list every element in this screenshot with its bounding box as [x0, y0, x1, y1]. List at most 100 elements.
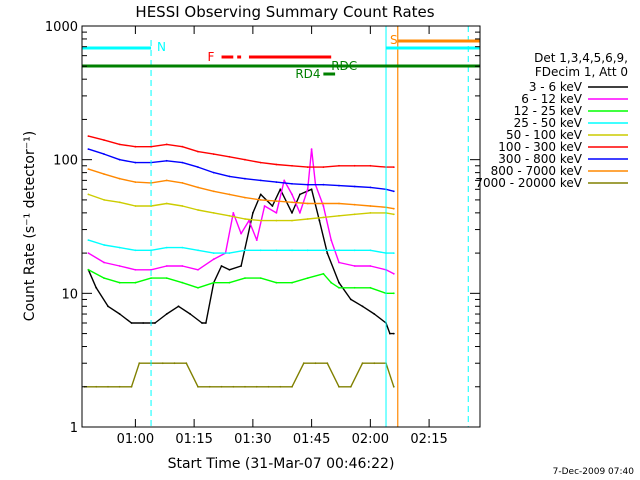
data-point-s2-9 [212, 258, 215, 261]
data-point-s5-14 [291, 219, 293, 222]
data-point-s9-17 [267, 385, 270, 388]
data-point-s9-19 [291, 385, 293, 388]
y-axis-label: Count Rate (s⁻¹ detector⁻¹) [22, 131, 38, 321]
data-point-s3-4 [134, 281, 137, 284]
data-point-s4-6 [165, 246, 168, 249]
plot-frame [81, 25, 481, 428]
data-point-s7-16 [322, 183, 325, 186]
data-point-s5-15 [306, 218, 309, 220]
data-point-s5-18 [353, 213, 356, 216]
data-point-s8-12 [259, 199, 262, 201]
data-point-s5-10 [228, 214, 231, 217]
data-point-s8-11 [244, 196, 246, 199]
data-point-s1-22 [299, 193, 301, 196]
data-point-s8-14 [291, 201, 293, 204]
data-point-s6-18 [353, 164, 356, 167]
data-point-s9-23 [338, 385, 340, 388]
data-point-s1-17 [252, 212, 254, 214]
data-point-s2-21 [310, 148, 313, 151]
data-point-s2-15 [263, 205, 266, 207]
x-tick-label-4: 01:45 [293, 432, 330, 447]
series-line-9 [84, 362, 395, 388]
data-point-s1-5 [130, 322, 133, 324]
data-point-s9-15 [244, 385, 246, 388]
data-point-s2-7 [181, 265, 184, 267]
flare-label: F [208, 50, 215, 64]
axes: 01:00 01:15 01:30 01:45 02:00 02:15 1 10 100 1000 [45, 20, 481, 447]
chart-title: HESSI Observing Summary Count Rates [135, 3, 434, 21]
x-tick-label-5: 02:00 [352, 432, 389, 447]
data-point-s3-13 [275, 281, 278, 284]
data-point-s8-10 [228, 193, 231, 196]
data-point-s9-10 [185, 362, 188, 365]
data-point-s3-19 [353, 286, 356, 289]
data-point-s3-7 [181, 281, 184, 284]
data-point-s2-6 [165, 265, 168, 267]
data-point-s7-6 [165, 159, 168, 162]
data-point-s9-12 [208, 385, 211, 388]
data-point-s2-24 [330, 239, 333, 242]
data-point-s4-8 [197, 249, 199, 252]
data-point-s4-21 [392, 252, 395, 255]
data-point-s8-7 [181, 182, 184, 184]
data-point-s1-24 [318, 219, 321, 222]
data-point-s1-20 [279, 188, 282, 191]
data-point-s9-8 [161, 362, 164, 365]
data-point-s4-14 [291, 249, 293, 252]
data-point-s2-14 [255, 239, 258, 242]
legend-header-line-1: Det 1,3,4,5,6,9, [534, 51, 628, 65]
saa-label: S [390, 33, 398, 47]
data-point-s9-22 [326, 362, 329, 365]
data-point-s4-1 [87, 239, 90, 242]
series-line-1 [87, 188, 394, 335]
data-point-s1-12 [205, 322, 207, 324]
data-point-s1-9 [177, 305, 180, 308]
data-point-s9-16 [255, 385, 258, 388]
data-point-s8-1 [87, 168, 90, 171]
data-point-s1-2 [95, 286, 98, 289]
data-point-s7-9 [212, 171, 215, 174]
data-point-s2-17 [283, 179, 286, 182]
data-point-s7-18 [353, 185, 356, 188]
legend-label-4: 25 - 50 keV [514, 116, 583, 130]
data-point-s8-9 [212, 190, 215, 193]
data-point-s1-6 [142, 322, 145, 324]
data-point-s7-17 [338, 184, 340, 187]
y-tick-label-3: 100 [53, 154, 78, 169]
data-point-s3-15 [306, 277, 309, 279]
data-point-s5-17 [338, 214, 340, 217]
data-point-s6-11 [244, 158, 246, 161]
x-tick-label-6: 02:15 [410, 432, 447, 447]
data-point-s8-13 [275, 200, 278, 203]
data-point-s8-8 [197, 186, 199, 189]
data-point-s1-18 [259, 193, 262, 196]
data-point-s2-18 [291, 193, 293, 196]
data-point-s4-9 [212, 252, 215, 255]
data-point-s7-12 [259, 179, 262, 182]
data-point-s2-19 [299, 212, 301, 214]
data-point-s1-10 [189, 313, 192, 315]
x-axis-label: Start Time (31-Mar-07 00:46:22) [168, 456, 395, 472]
data-point-s3-1 [87, 268, 90, 271]
y-tick-label-2: 10 [61, 287, 78, 302]
data-point-s1-31 [389, 332, 391, 335]
data-point-s2-25 [338, 261, 340, 264]
data-point-s8-21 [392, 207, 395, 210]
legend-label-1: 3 - 6 keV [529, 80, 583, 94]
data-point-s7-1 [87, 148, 90, 151]
data-point-s5-8 [197, 209, 199, 211]
data-point-s6-13 [275, 163, 278, 166]
data-point-s6-19 [369, 164, 372, 167]
data-point-s6-15 [306, 166, 309, 169]
y-tick-label-1: 1 [70, 421, 78, 436]
legend: Det 1,3,4,5,6,9, FDecim 1, Att 0 3 - 6 k… [475, 51, 628, 190]
data-point-s6-9 [212, 153, 215, 156]
data-point-s7-11 [244, 177, 246, 180]
data-point-s5-1 [87, 193, 90, 196]
data-point-s3-11 [244, 277, 246, 279]
data-point-s3-9 [212, 281, 215, 284]
data-point-s7-13 [275, 181, 278, 184]
data-point-s1-26 [338, 281, 340, 284]
data-point-s1-27 [349, 298, 352, 301]
data-point-s4-11 [244, 249, 246, 252]
